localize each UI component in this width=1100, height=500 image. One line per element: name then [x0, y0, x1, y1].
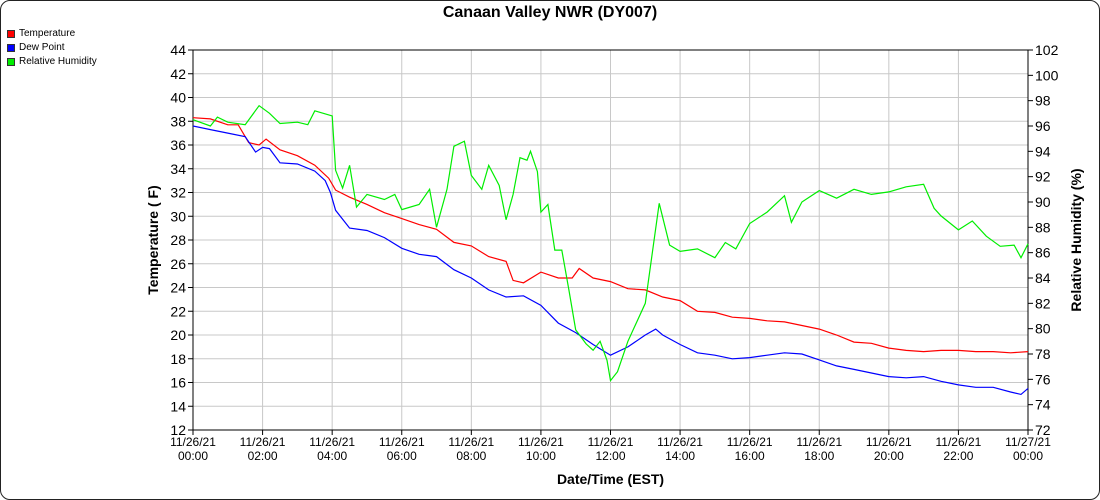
x-tick-date: 11/26/21	[936, 435, 982, 449]
x-tick-date: 11/26/21	[796, 435, 842, 449]
x-tick-time: 04:00	[317, 449, 347, 463]
y2-tick-label: 86	[1035, 245, 1051, 261]
x-tick-date: 11/26/21	[448, 435, 494, 449]
x-tick-date: 11/27/21	[1005, 435, 1051, 449]
legend-relative-humidity: Relative Humidity	[7, 56, 97, 67]
x-tick-date: 11/26/21	[170, 435, 216, 449]
y2-tick-label: 72	[1035, 422, 1051, 438]
x-tick-date: 11/26/21	[727, 435, 773, 449]
y2-tick-label: 98	[1035, 93, 1051, 109]
y-tick-label: 26	[170, 256, 186, 272]
legend-label: Relative Humidity	[19, 56, 97, 67]
x-tick-time: 20:00	[874, 449, 904, 463]
y2-tick-label: 100	[1035, 67, 1059, 83]
chart-title: Canaan Valley NWR (DY007)	[442, 4, 658, 21]
y2-tick-label: 74	[1035, 397, 1051, 413]
x-tick-time: 00:00	[178, 449, 208, 463]
y-axis-label: Temperature ( F)	[145, 185, 161, 294]
y-tick-label: 30	[170, 208, 186, 224]
y-tick-label: 34	[170, 161, 186, 177]
x-tick-time: 08:00	[456, 449, 486, 463]
legend-dew-point: Dew Point	[7, 42, 65, 53]
y2-tick-label: 90	[1035, 194, 1051, 210]
x-tick-date: 11/26/21	[588, 435, 634, 449]
x-tick-time: 22:00	[943, 449, 973, 463]
x-tick-date: 11/26/21	[309, 435, 355, 449]
series-line-relative-humidity	[192, 104, 1029, 383]
y2-tick-label: 80	[1035, 321, 1051, 337]
y-tick-label: 40	[170, 90, 186, 106]
x-tick-date: 11/26/21	[379, 435, 425, 449]
y-tick-label: 44	[170, 42, 186, 58]
y-tick-label: 38	[170, 113, 186, 129]
y2-tick-label: 96	[1035, 118, 1051, 134]
y2-tick-label: 76	[1035, 371, 1051, 387]
legend-swatch-green	[7, 57, 15, 66]
y-tick-label: 28	[170, 232, 186, 248]
y-tick-label: 12	[170, 422, 186, 438]
y-tick-label: 14	[170, 398, 186, 414]
y2-tick-label: 84	[1035, 270, 1051, 286]
x-tick-date: 11/26/21	[657, 435, 703, 449]
y2-axis-label: Relative Humidity (%)	[1068, 168, 1084, 311]
y-tick-label: 16	[170, 375, 186, 391]
x-tick-date: 11/26/21	[518, 435, 564, 449]
y2-tick-label: 92	[1035, 169, 1051, 185]
series-line-temperature	[192, 117, 1029, 354]
x-tick-date: 11/26/21	[240, 435, 286, 449]
x-tick-time: 18:00	[804, 449, 834, 463]
y-tick-label: 24	[170, 280, 186, 296]
x-tick-date: 11/26/21	[866, 435, 912, 449]
x-tick-time: 10:00	[526, 449, 556, 463]
y-tick-label: 36	[170, 137, 186, 153]
y-tick-label: 20	[170, 327, 186, 343]
legend-swatch-red	[7, 29, 15, 38]
legend-label: Temperature	[19, 28, 76, 39]
y-tick-label: 42	[170, 66, 186, 82]
y-tick-label: 22	[170, 303, 186, 319]
legend-label: Dew Point	[19, 42, 65, 53]
x-tick-time: 00:00	[1013, 449, 1043, 463]
x-tick-time: 02:00	[248, 449, 278, 463]
y2-tick-label: 94	[1035, 143, 1051, 159]
y-tick-label: 32	[170, 185, 186, 201]
legend-temperature: Temperature	[7, 28, 75, 39]
y-tick-label: 18	[170, 351, 186, 367]
y2-tick-label: 82	[1035, 295, 1051, 311]
x-tick-time: 14:00	[665, 449, 695, 463]
series-line-dew-point	[192, 125, 1029, 396]
x-axis-label: Date/Time (EST)	[557, 471, 664, 487]
x-tick-time: 12:00	[595, 449, 625, 463]
y2-tick-label: 78	[1035, 346, 1051, 362]
y2-tick-label: 102	[1035, 42, 1059, 58]
x-tick-time: 06:00	[387, 449, 417, 463]
x-tick-time: 16:00	[735, 449, 765, 463]
legend-swatch-blue	[7, 43, 15, 52]
y2-tick-label: 88	[1035, 219, 1051, 235]
